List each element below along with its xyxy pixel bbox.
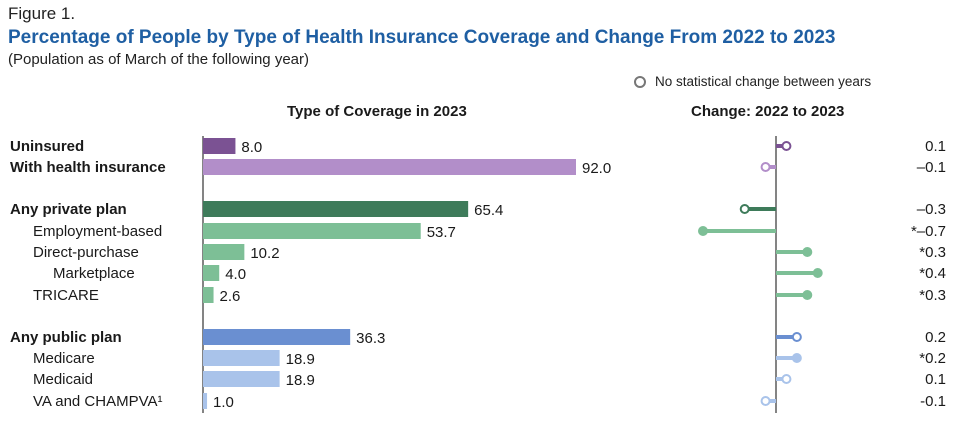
bar-value-label: 4.0 — [225, 266, 246, 283]
row-label: Any public plan — [10, 329, 122, 346]
change-value-label: 0.1 — [925, 138, 946, 155]
bar — [203, 138, 236, 154]
change-dot-open — [791, 332, 802, 342]
row-label: Direct-purchase — [33, 244, 139, 261]
change-dot-filled — [791, 353, 802, 363]
bar — [203, 287, 214, 303]
figure-label: Figure 1. — [8, 4, 76, 23]
row-label: Medicaid — [33, 371, 93, 388]
change-dot-filled — [802, 247, 813, 257]
change-dot-filled — [802, 290, 813, 300]
legend: No statistical change between years — [634, 74, 871, 89]
bar — [203, 350, 280, 366]
change-value-label: *0.3 — [919, 244, 946, 261]
row-label: Medicare — [33, 350, 95, 367]
bar — [203, 393, 208, 409]
bar — [203, 244, 245, 260]
change-value-label: *0.3 — [919, 287, 946, 304]
row-label: Marketplace — [53, 265, 135, 282]
bar-value-label: 92.0 — [582, 160, 611, 177]
change-value-label: –0.1 — [917, 159, 946, 176]
change-dot-open — [781, 374, 792, 384]
change-dot-open — [739, 204, 750, 214]
row-label: Employment-based — [33, 223, 162, 240]
bar — [203, 329, 351, 345]
change-value-label: 0.1 — [925, 371, 946, 388]
change-dot-open — [781, 141, 792, 151]
change-value-label: 0.2 — [925, 329, 946, 346]
bar-panel-header: Type of Coverage in 2023 — [287, 103, 467, 120]
bar — [203, 159, 576, 175]
bar-value-label: 2.6 — [220, 288, 241, 305]
row-label: TRICARE — [33, 287, 99, 304]
change-value-label: -0.1 — [920, 393, 946, 410]
bar — [203, 223, 421, 239]
open-circle-icon — [634, 75, 646, 88]
row-label: VA and CHAMPVA¹ — [33, 393, 163, 410]
bar-value-label: 8.0 — [241, 139, 262, 156]
bar — [203, 265, 220, 281]
change-panel-header: Change: 2022 to 2023 — [691, 103, 845, 120]
change-dot-open — [760, 162, 771, 172]
bar-value-label: 18.9 — [286, 351, 315, 368]
change-value-label: –0.3 — [917, 201, 946, 218]
bar — [203, 371, 280, 387]
change-dot-filled — [698, 226, 708, 236]
change-value-label: *0.4 — [919, 265, 946, 282]
row-label: Uninsured — [10, 138, 84, 155]
bar-value-label: 18.9 — [286, 372, 315, 389]
legend-label: No statistical change between years — [655, 74, 872, 89]
bar — [203, 201, 469, 217]
chart-subtitle: (Population as of March of the following… — [8, 51, 309, 68]
bar-value-label: 10.2 — [250, 245, 279, 262]
chart-title: Percentage of People by Type of Health I… — [8, 27, 836, 48]
change-dot-filled — [812, 268, 823, 278]
change-dot-open — [760, 396, 771, 406]
bar-value-label: 65.4 — [474, 202, 503, 219]
bar-value-label: 53.7 — [427, 224, 456, 241]
change-value-label: *–0.7 — [911, 223, 946, 240]
row-label: Any private plan — [10, 201, 127, 218]
bar-value-label: 1.0 — [213, 394, 234, 411]
row-label: With health insurance — [10, 159, 166, 176]
bar-value-label: 36.3 — [356, 330, 385, 347]
change-value-label: *0.2 — [919, 350, 946, 367]
